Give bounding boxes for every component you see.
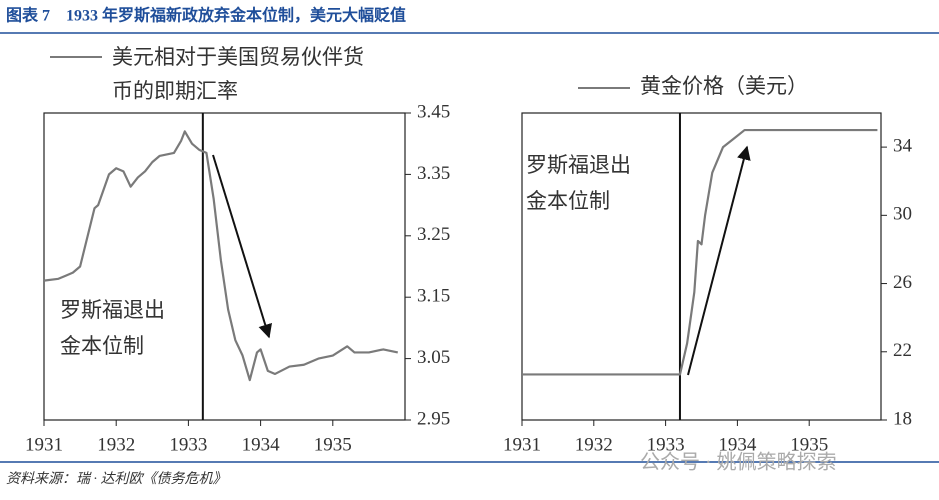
x-tick-label: 1934 xyxy=(242,434,281,455)
y-tick-label: 26 xyxy=(893,272,912,293)
plot-frame xyxy=(521,112,882,421)
x-tick-label: 1932 xyxy=(97,434,135,455)
y-tick-label: 18 xyxy=(893,408,912,429)
x-tick-label: 1934 xyxy=(718,434,757,455)
y-tick-label: 3.05 xyxy=(417,347,450,368)
y-tick-label: 3.45 xyxy=(417,101,450,122)
x-tick-label: 1931 xyxy=(25,434,63,455)
y-tick-label: 3.35 xyxy=(417,163,450,184)
y-tick-label: 34 xyxy=(893,135,913,156)
arrow xyxy=(687,145,751,376)
y-tick-label: 22 xyxy=(893,340,912,361)
plot-frame xyxy=(43,112,406,421)
annotation: 罗斯福退出 xyxy=(526,153,631,177)
annotation: 罗斯福退出 xyxy=(60,298,165,322)
series-line xyxy=(522,128,878,376)
x-tick-label: 1935 xyxy=(314,434,352,455)
x-tick-label: 1933 xyxy=(169,434,207,455)
x-tick-label: 1935 xyxy=(790,434,828,455)
arrow xyxy=(212,154,272,339)
y-tick-label: 3.25 xyxy=(417,224,450,245)
page-title: 图表 7 1933 年罗斯福新政放弃金本位制，美元大幅贬值 xyxy=(6,6,406,25)
legend-text: 美元相对于美国贸易伙伴货币的即期汇率 xyxy=(112,45,364,103)
legend-text: 黄金价格（美元） xyxy=(640,74,808,98)
y-tick-label: 3.15 xyxy=(417,286,450,307)
x-tick-label: 1932 xyxy=(575,434,613,455)
annotation: 金本位制 xyxy=(526,189,610,213)
x-tick-label: 1931 xyxy=(503,434,541,455)
series-line xyxy=(43,130,399,382)
annotation: 金本位制 xyxy=(60,334,144,358)
source: 资料来源：瑞 · 达利欧《债务危机》 xyxy=(6,471,227,487)
y-tick-label: 30 xyxy=(893,204,912,225)
watermark: 公众号 · 姚佩策略探索 xyxy=(640,451,837,474)
y-tick-label: 2.95 xyxy=(417,408,450,429)
x-tick-label: 1933 xyxy=(647,434,685,455)
